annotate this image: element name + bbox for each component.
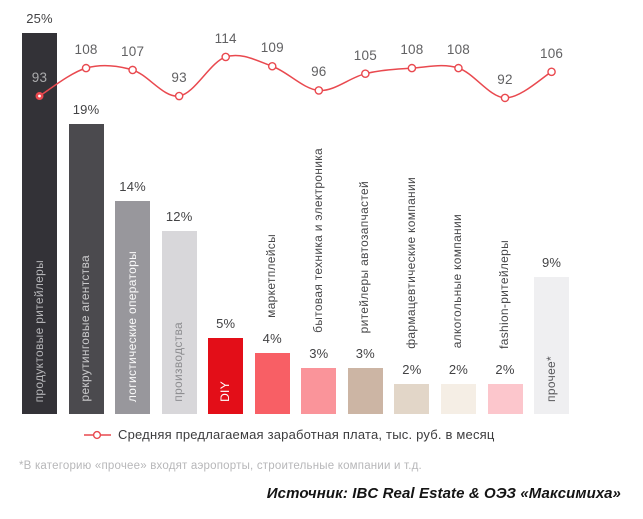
line-value-label: 93 <box>31 70 48 86</box>
bar-percent-label: 3% <box>309 346 329 362</box>
bar-percent-label: 14% <box>119 178 146 194</box>
line-circle-icon <box>84 430 111 439</box>
bar-percent-label: 5% <box>216 315 236 331</box>
line-value-label: 107 <box>121 43 145 59</box>
bar-category-label: прочее* <box>543 356 558 402</box>
bar-category-label: фармацевтические компании <box>403 176 418 349</box>
bar-category-label: маркетплейсы <box>264 234 279 319</box>
bar-percent-label: 9% <box>541 254 562 270</box>
bar-category-label: логистические операторы <box>124 250 139 402</box>
bar <box>394 383 430 414</box>
bar <box>301 368 337 414</box>
bar <box>208 337 244 414</box>
bar <box>68 124 104 414</box>
bar <box>161 231 197 414</box>
bar <box>440 383 476 414</box>
bar-percent-label: 19% <box>72 102 100 118</box>
bar <box>487 383 523 414</box>
bar-category-label: производства <box>171 322 186 402</box>
line-value-label: 92 <box>497 71 513 87</box>
bar <box>534 276 570 414</box>
bar-percent-label: 2% <box>495 361 515 377</box>
bar-percent-label: 4% <box>262 331 282 347</box>
line-value-label: 108 <box>446 42 470 58</box>
line-value-label: 114 <box>214 30 237 46</box>
bar-percent-label: 2% <box>448 361 469 377</box>
line-value-label: 108 <box>74 42 98 58</box>
bar <box>115 200 151 414</box>
bar-percent-label: 2% <box>402 361 422 377</box>
line-value-label: 109 <box>260 40 284 56</box>
line-value-label: 93 <box>171 70 187 86</box>
bar-category-label: DIY <box>217 381 232 402</box>
bar-percent-label: 3% <box>355 346 375 362</box>
legend-label: Средняя предлагаемая заработная плата, т… <box>118 427 495 442</box>
line-value-label: 96 <box>311 64 327 80</box>
source-attribution: Источник: IBC Real Estate & ОЭЗ «Максими… <box>266 485 621 502</box>
footnote: *В категорию «прочее» входят аэропорты, … <box>19 460 422 472</box>
bar-category-label: бытовая техника и электроника <box>310 148 325 334</box>
line-value-label: 106 <box>539 45 564 61</box>
bar-category-label: продуктовые ритейлеры <box>31 259 46 402</box>
line-value-label: 108 <box>400 42 424 58</box>
bar-percent-label: 12% <box>165 209 193 225</box>
bar-category-label: ритейлеры автозапчастей <box>357 180 372 334</box>
bar <box>254 353 290 414</box>
bar-category-label: алкогольные компании <box>450 214 465 349</box>
bar <box>347 368 383 414</box>
line-value-label: 105 <box>353 47 377 63</box>
bar-percent-label: 25% <box>26 11 53 26</box>
legend: Средняя предлагаемая заработная плата, т… <box>84 427 495 442</box>
bar-category-label: fashion-ритейлеры <box>497 239 511 349</box>
bar-category-label: рекрутинговые агентства <box>78 255 93 402</box>
